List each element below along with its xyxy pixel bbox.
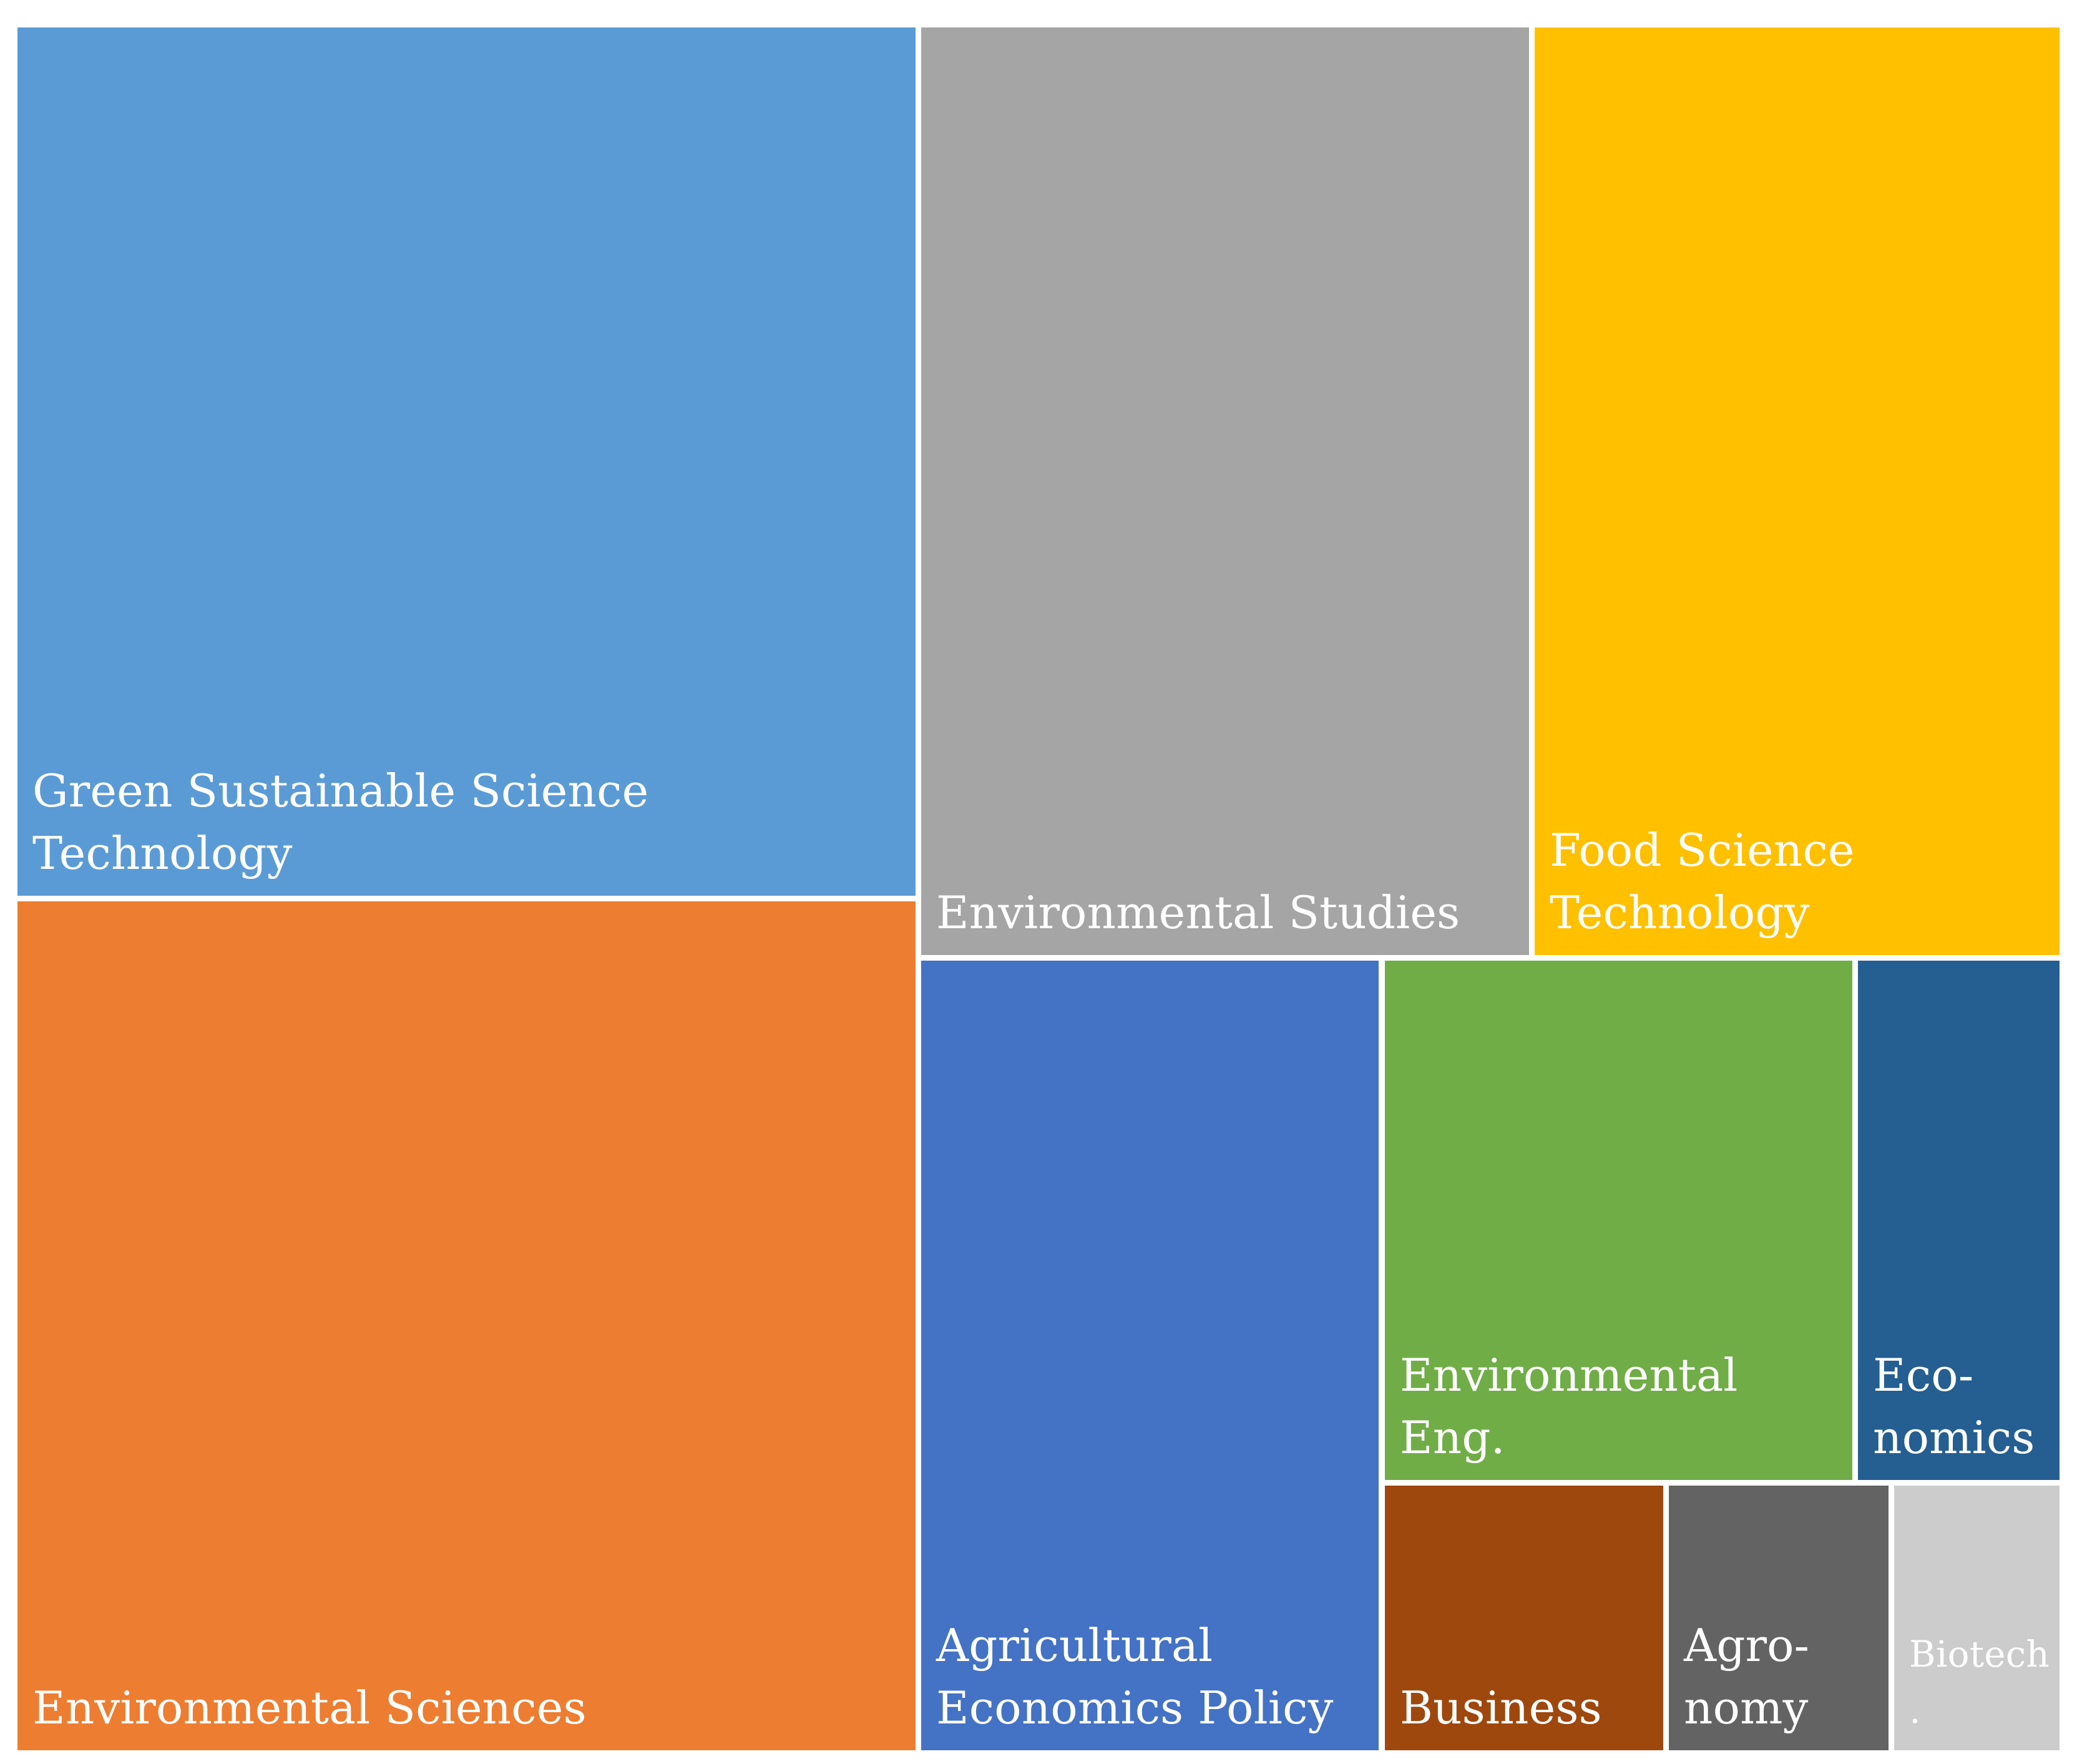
tile-label-environmental-eng: Environmental Eng. (1400, 1349, 1738, 1464)
tile-environmental-eng: Environmental Eng. (1385, 961, 1852, 1480)
tile-environmental-studies: Environmental Studies (921, 27, 1529, 955)
tile-label-environmental-studies: Environmental Studies (936, 886, 1460, 939)
tile-green-sustainable-science-technology: Green Sustainable Science Technology (17, 27, 916, 896)
tile-agronomy: Agro- nomy (1669, 1486, 1889, 1750)
tile-label-business: Business (1400, 1681, 1602, 1734)
tile-environmental-sciences: Environmental Sciences (17, 901, 916, 1750)
tile-agricultural-economics-policy: Agricultural Economics Policy (921, 961, 1379, 1750)
tile-label-agronomy: Agro- nomy (1684, 1619, 1810, 1734)
tile-label-green-sustainable-science-technology: Green Sustainable Science Technology (32, 765, 649, 880)
tile-label-food-science-technology: Food Science Technology (1550, 824, 1855, 939)
tile-food-science-technology: Food Science Technology (1535, 27, 2060, 955)
tile-economics: Eco- nomics (1858, 961, 2060, 1480)
tile-label-biotech: Biotech . (1909, 1633, 2050, 1732)
tile-business: Business (1385, 1486, 1663, 1750)
tile-biotech: Biotech . (1894, 1486, 2060, 1750)
tile-label-economics: Eco- nomics (1873, 1349, 2035, 1464)
tile-label-agricultural-economics-policy: Agricultural Economics Policy (936, 1619, 1334, 1734)
tile-label-environmental-sciences: Environmental Sciences (32, 1681, 587, 1734)
